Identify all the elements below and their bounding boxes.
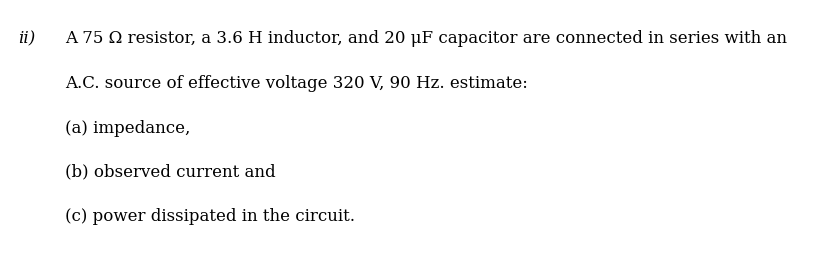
Text: (b) observed current and: (b) observed current and [65,163,276,180]
Text: (c) power dissipated in the circuit.: (c) power dissipated in the circuit. [65,208,355,225]
Text: A 75 Ω resistor, a 3.6 H inductor, and 20 μF capacitor are connected in series w: A 75 Ω resistor, a 3.6 H inductor, and 2… [65,30,787,47]
Text: (a) impedance,: (a) impedance, [65,120,190,137]
Text: A.C. source of effective voltage 320 V, 90 Hz. estimate:: A.C. source of effective voltage 320 V, … [65,75,528,92]
Text: ii): ii) [18,30,35,47]
